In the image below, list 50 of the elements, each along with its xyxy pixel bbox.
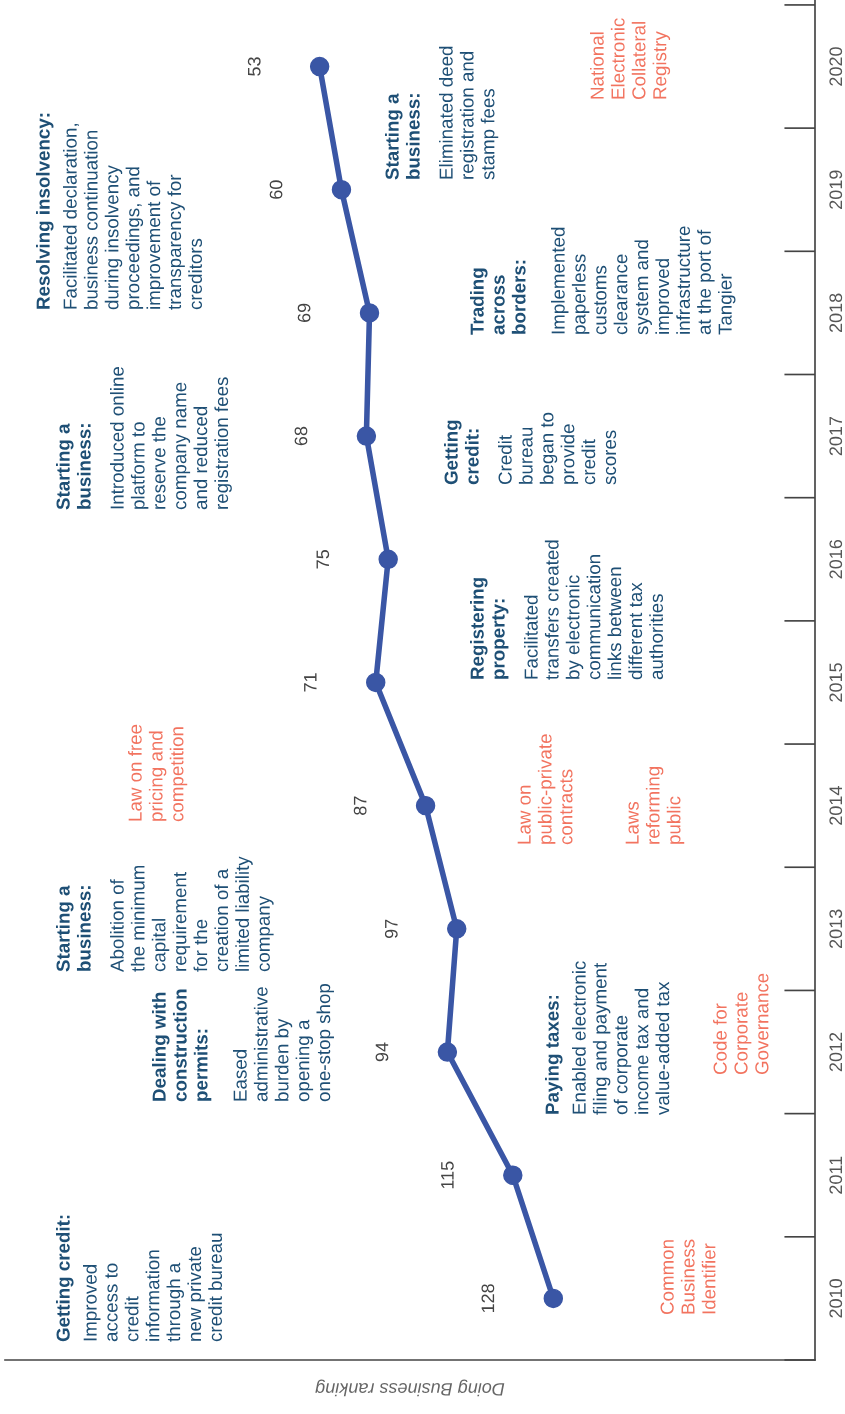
annotation: Laws reforming public xyxy=(625,767,685,844)
y-tick-label: 2010 xyxy=(829,1279,843,1318)
data-label: 115 xyxy=(441,1161,454,1189)
annotation: National Electronic Collateral Registry xyxy=(590,18,671,100)
point xyxy=(366,672,386,693)
annotation: Getting credit: Improved access to credit information through a new private credit bureau xyxy=(56,1215,223,1342)
data-label: 97 xyxy=(384,919,398,939)
point xyxy=(309,56,330,77)
point xyxy=(543,1288,564,1309)
data-label: 68 xyxy=(294,426,308,446)
data-label: 128 xyxy=(481,1284,495,1313)
annotation: Starting a business: Introduced online platform to reserve the company name and reduced registration fees xyxy=(56,366,232,510)
y-tick-label: 2018 xyxy=(829,293,843,333)
point xyxy=(331,179,352,200)
y-tick-label: 2017 xyxy=(829,416,843,456)
data-label: 71 xyxy=(304,673,317,692)
data-label: 69 xyxy=(297,303,311,323)
annotation: Paying taxes: Enabled electronic filing and payment of corporate income tax and value-added tax xyxy=(545,961,670,1115)
point xyxy=(356,426,377,446)
data-label: 75 xyxy=(316,549,330,569)
text: Registering property: Facilitated transfers created by electronic communication links between different tax authorities xyxy=(470,540,664,680)
annotation: Law on free pricing and competition xyxy=(128,724,188,822)
annotation: Code for Corporate Governance xyxy=(713,973,769,1075)
text: Starting a business: Abolition of the minimum capital requirement for the creation of a limited liability company xyxy=(56,856,274,972)
annotation: Dealing with construction permits: Eased administrative burden by opening a one-stop shop xyxy=(152,983,334,1102)
point xyxy=(415,795,436,816)
point xyxy=(503,1165,523,1185)
y-tick-label: 2016 xyxy=(829,539,843,579)
point xyxy=(378,549,398,569)
point xyxy=(447,919,467,939)
y-tick-label: 2020 xyxy=(829,47,843,86)
y-tick-label: 2014 xyxy=(829,786,843,825)
y-tick-label: 2013 xyxy=(829,909,843,949)
y-tick-label: 2015 xyxy=(829,663,843,702)
data-label: 60 xyxy=(269,180,283,199)
annotation: Law on public-private contracts xyxy=(517,734,573,845)
data-label: 53 xyxy=(247,57,261,76)
data-label: 94 xyxy=(375,1042,389,1062)
data-label: 87 xyxy=(353,796,367,815)
text: Trading across borders: Implemented paperless customs clearance system and improved infrastructure at the port of Tangier xyxy=(470,226,736,335)
annotation: Resolving insolvency: Facilitated declaration, business continuation during insolvency proceedings, and improvement of transparency for creditors xyxy=(36,113,203,310)
point xyxy=(437,1042,458,1062)
y-tick-label: 2011 xyxy=(829,1156,843,1194)
y-tick-label: 2019 xyxy=(829,170,843,209)
annotation: Starting a business: Eliminated deed registration and stamp fees xyxy=(385,46,499,180)
x-axis-title: Doing Business ranking xyxy=(315,1379,505,1397)
point xyxy=(359,303,380,323)
y-tick-label: 2012 xyxy=(829,1032,843,1072)
annotation: Getting credit: Credit bureau began to provide credit scores xyxy=(444,412,617,485)
annotation: Common Business Identifier xyxy=(660,1239,716,1315)
